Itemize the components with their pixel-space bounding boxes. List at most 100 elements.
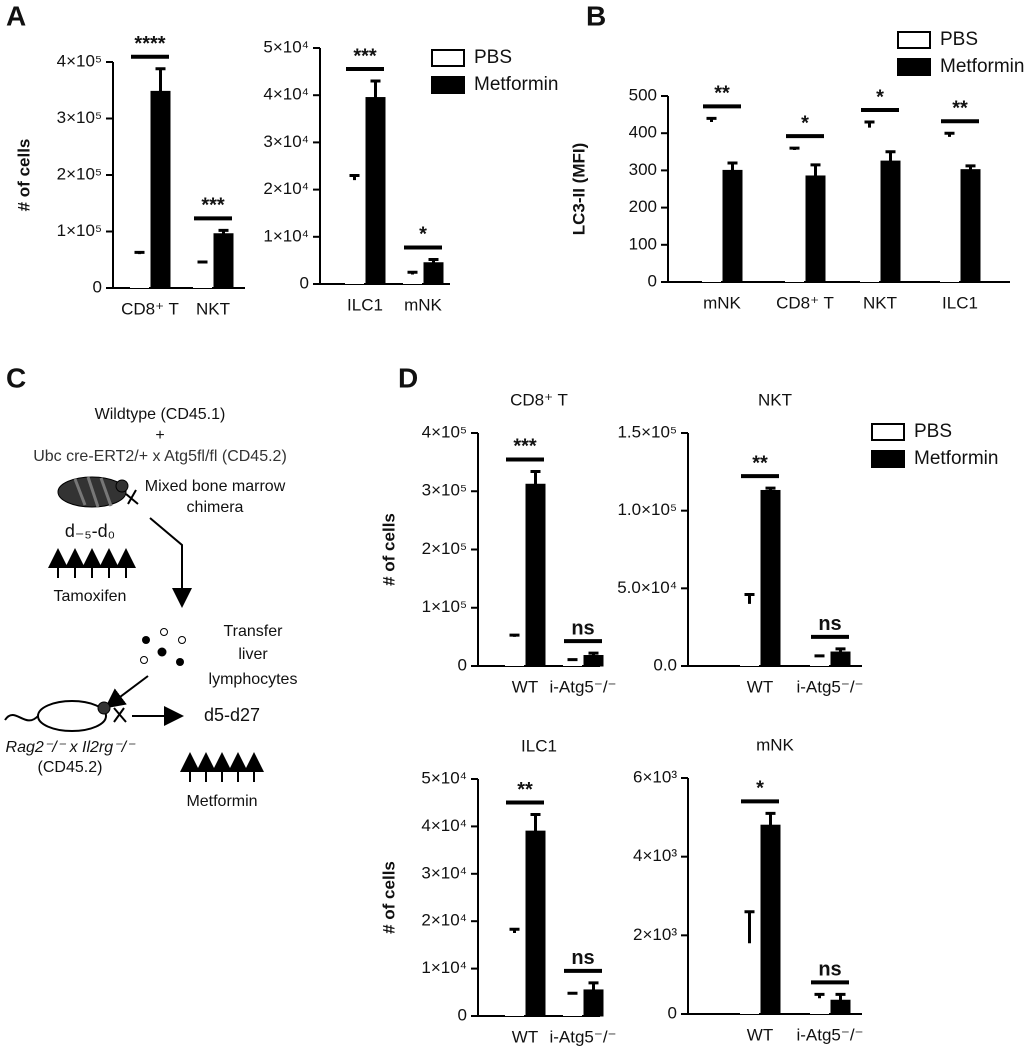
y-tick-label: 300 bbox=[629, 160, 657, 179]
legend-swatch bbox=[897, 58, 931, 76]
significance-label: * bbox=[876, 86, 884, 108]
significance-label: *** bbox=[201, 195, 225, 217]
bar bbox=[525, 483, 546, 667]
bar bbox=[583, 989, 604, 1017]
y-tick-label: 1×10⁵ bbox=[57, 221, 102, 240]
bar bbox=[423, 262, 444, 285]
error-bar bbox=[509, 927, 520, 934]
x-tick-label: NKT bbox=[196, 299, 230, 318]
significance-label: ** bbox=[517, 779, 533, 801]
y-tick-label: 1×10⁵ bbox=[422, 597, 467, 616]
chart-title: CD8⁺ T bbox=[510, 390, 568, 409]
y-tick-label: 100 bbox=[629, 234, 657, 253]
y-tick-label: 500 bbox=[629, 85, 657, 104]
error-bar bbox=[155, 67, 166, 92]
arrow bbox=[104, 675, 149, 709]
y-tick-label: 2×10⁵ bbox=[57, 164, 102, 183]
bar bbox=[563, 994, 582, 1016]
x-tick-label: CD8⁺ T bbox=[121, 299, 179, 318]
y-tick-label: 3×10⁵ bbox=[422, 481, 467, 500]
x-tick-label: ILC1 bbox=[347, 295, 383, 314]
bar bbox=[525, 830, 546, 1017]
bar bbox=[760, 489, 781, 667]
y-tick-label: 2×10⁵ bbox=[422, 539, 467, 558]
x-tick-label: NKT bbox=[863, 293, 897, 312]
bar bbox=[722, 169, 743, 283]
y-tick-label: 4×10⁴ bbox=[421, 816, 467, 835]
diagram-text: d₋₅-d₀ bbox=[65, 521, 115, 541]
chart-title: ILC1 bbox=[521, 736, 557, 755]
y-tick-label: 2×10³ bbox=[633, 925, 677, 944]
diagram-text: (CD45.2) bbox=[38, 759, 103, 776]
bar bbox=[583, 655, 604, 667]
mouse-icon bbox=[4, 700, 127, 732]
error-bar bbox=[885, 150, 896, 162]
error-bar bbox=[370, 79, 381, 98]
error-bar bbox=[965, 164, 976, 170]
error-bar bbox=[588, 651, 599, 656]
error-bar bbox=[428, 257, 439, 263]
x-tick-label: i-Atg5⁻/⁻ bbox=[549, 677, 616, 696]
diagram: Wildtype (CD45.1) + Ubc cre-ERT2/+ x Atg… bbox=[4, 406, 298, 810]
bar bbox=[805, 175, 826, 283]
y-tick-label: 0 bbox=[668, 1003, 677, 1022]
error-bar bbox=[588, 981, 599, 990]
bar bbox=[505, 933, 524, 1016]
bar bbox=[150, 90, 171, 289]
significance-label: * bbox=[419, 224, 427, 246]
y-tick-label: 0 bbox=[458, 655, 467, 674]
diagram-text: lymphocytes bbox=[209, 671, 298, 688]
mouse-icon bbox=[57, 476, 139, 508]
error-bar bbox=[944, 131, 955, 137]
x-tick-label: i-Atg5⁻/⁻ bbox=[796, 1025, 863, 1044]
diagram-text: Ubc cre-ERT2/+ x Atg5fl/fl (CD45.2) bbox=[33, 448, 287, 465]
bar bbox=[702, 122, 721, 282]
legend-label: Metformin bbox=[940, 56, 1024, 77]
chart-title: NKT bbox=[758, 390, 792, 409]
bar bbox=[785, 149, 804, 282]
significance-label: ** bbox=[714, 83, 730, 105]
error-bar bbox=[197, 260, 208, 264]
legend-swatch bbox=[431, 49, 465, 67]
error-bar bbox=[567, 658, 578, 662]
panel-label: B bbox=[586, 0, 606, 31]
cells-icon bbox=[140, 628, 186, 666]
significance-label: ns bbox=[818, 959, 841, 981]
y-axis-label: # of cells bbox=[14, 139, 33, 212]
dose-arrows bbox=[48, 548, 136, 578]
x-tick-label: mNK bbox=[404, 295, 442, 314]
diagram-text: Tamoxifen bbox=[54, 588, 127, 605]
y-tick-label: 4×10⁵ bbox=[57, 51, 102, 70]
legend-swatch bbox=[871, 423, 905, 441]
legend-label: Metformin bbox=[914, 448, 998, 469]
diagram-text: d5-d27 bbox=[204, 705, 260, 725]
y-tick-label: 1.5×10⁵ bbox=[617, 422, 677, 441]
bar bbox=[940, 136, 959, 282]
y-tick-label: 2×10⁴ bbox=[421, 911, 467, 930]
x-tick-label: WT bbox=[747, 1025, 773, 1044]
bar bbox=[760, 824, 781, 1015]
y-tick-label: 200 bbox=[629, 197, 657, 216]
error-bar bbox=[218, 228, 229, 234]
y-tick-label: 3×10⁴ bbox=[263, 132, 309, 151]
legend-label: PBS bbox=[940, 29, 978, 50]
y-tick-label: 1×10⁴ bbox=[421, 958, 467, 977]
y-tick-label: 0 bbox=[300, 273, 309, 292]
bar bbox=[403, 274, 422, 284]
significance-label: *** bbox=[513, 436, 537, 458]
x-tick-label: ILC1 bbox=[942, 293, 978, 312]
diagram-text: Metformin bbox=[186, 793, 257, 810]
error-bar bbox=[810, 163, 821, 176]
bar bbox=[345, 180, 364, 284]
bar bbox=[830, 651, 851, 667]
y-tick-label: 5×10⁴ bbox=[263, 37, 309, 56]
bar bbox=[563, 660, 582, 666]
bar bbox=[740, 603, 759, 666]
bar bbox=[193, 263, 212, 288]
y-tick-label: 3×10⁵ bbox=[57, 108, 102, 127]
dose-arrows bbox=[180, 752, 264, 782]
significance-label: *** bbox=[353, 45, 377, 67]
diagram-text: chimera bbox=[187, 499, 244, 516]
error-bar bbox=[744, 593, 755, 604]
